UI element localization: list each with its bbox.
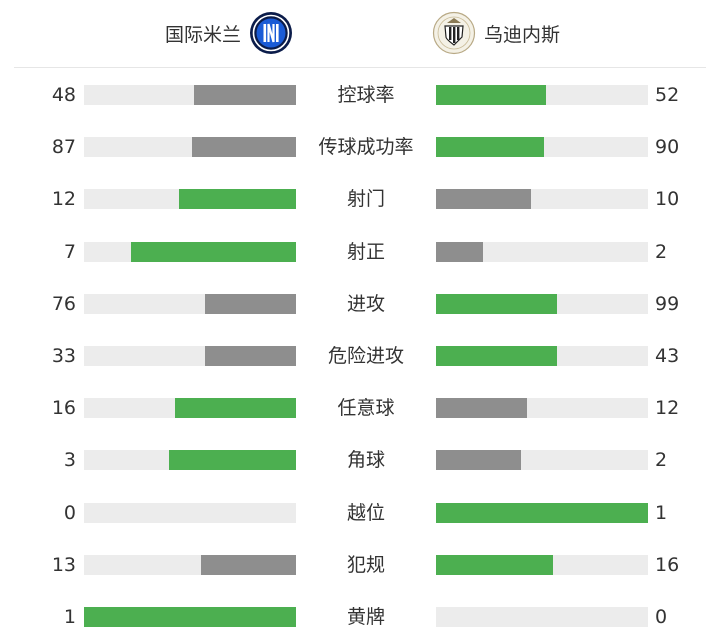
home-stat-value: 76 <box>51 292 76 315</box>
away-stat-value: 0 <box>655 605 668 628</box>
stat-row: 3 角球 2 <box>0 434 720 486</box>
away-stat-bar <box>436 189 648 210</box>
stat-label: 射正 <box>346 240 385 263</box>
header-divider <box>14 67 706 68</box>
away-stat-bar-fill <box>436 554 553 575</box>
home-stat-value: 87 <box>51 136 76 159</box>
stat-label: 控球率 <box>337 84 395 106</box>
away-stat-bar <box>436 398 648 419</box>
home-stat-value: 7 <box>63 240 76 263</box>
home-stat-bar <box>84 606 296 627</box>
stat-label: 传球成功率 <box>318 136 414 159</box>
home-stat-value: 12 <box>51 188 76 211</box>
away-stat-bar-fill <box>436 502 648 523</box>
away-stat-bar-fill <box>436 85 547 105</box>
stat-row: 33 危险进攻 43 <box>0 330 720 382</box>
stat-label: 越位 <box>346 501 385 524</box>
home-stat-bar <box>84 450 296 471</box>
away-stat-bar <box>436 85 648 105</box>
home-stat-bar <box>84 345 296 366</box>
away-stat-bar <box>436 293 648 314</box>
home-stat-value: 33 <box>51 344 76 367</box>
home-stat-bar-fill <box>84 606 296 627</box>
away-stat-bar-fill <box>436 345 557 366</box>
home-stat-value: 0 <box>63 501 76 524</box>
stat-label: 任意球 <box>337 397 395 420</box>
home-stat-bar <box>84 293 296 314</box>
away-stat-bar <box>436 502 648 523</box>
home-stat-bar-fill <box>130 241 296 262</box>
home-team-name: 国际米兰 <box>165 23 242 46</box>
home-stat-value: 1 <box>63 605 76 628</box>
away-stat-bar-fill <box>436 450 521 471</box>
stat-row: 87 传球成功率 90 <box>0 121 720 173</box>
away-stat-value: 43 <box>655 344 680 367</box>
home-stat-bar <box>84 554 296 575</box>
away-stat-value: 99 <box>655 292 680 315</box>
away-stat-bar-fill <box>436 241 483 262</box>
away-stat-value: 2 <box>655 240 668 263</box>
away-stat-bar-fill <box>436 189 532 210</box>
away-stat-bar <box>436 137 648 158</box>
home-stat-bar-fill <box>179 189 296 210</box>
home-stat-value: 16 <box>51 397 76 420</box>
away-team[interactable]: 乌迪内斯 <box>432 10 560 56</box>
stat-row: 76 进攻 99 <box>0 278 720 330</box>
home-stat-bar <box>84 502 296 523</box>
away-stat-value: 16 <box>655 553 680 576</box>
home-stat-bar <box>84 85 296 105</box>
stat-label: 黄牌 <box>346 605 385 628</box>
away-stat-bar <box>436 345 648 366</box>
stat-label: 进攻 <box>346 292 385 315</box>
away-stat-value: 2 <box>655 449 668 472</box>
away-stat-bar-fill <box>436 137 545 158</box>
away-stat-value: 10 <box>655 188 680 211</box>
stat-label: 危险进攻 <box>327 344 404 367</box>
home-stat-bar <box>84 137 296 158</box>
away-stat-value: 90 <box>655 136 680 159</box>
stat-label: 射门 <box>346 188 385 211</box>
stat-row: 12 射门 10 <box>0 173 720 225</box>
stat-row: 13 犯规 16 <box>0 539 720 591</box>
home-stat-value: 48 <box>51 84 76 106</box>
stat-row: 48 控球率 52 <box>0 69 720 121</box>
home-team[interactable]: 国际米兰 <box>165 10 293 56</box>
udinese-crest-icon <box>432 11 476 55</box>
stat-label: 犯规 <box>346 553 385 576</box>
away-team-name: 乌迪内斯 <box>484 23 561 46</box>
inter-crest-icon <box>250 12 293 54</box>
home-stat-bar <box>84 189 296 210</box>
match-header: 国际米兰 乌迪内斯 <box>0 0 720 68</box>
away-stat-bar-fill <box>436 398 528 419</box>
home-stat-bar-fill <box>200 554 296 575</box>
home-stat-bar-fill <box>192 137 296 158</box>
home-stat-bar <box>84 398 296 419</box>
home-stat-bar-fill <box>204 345 296 366</box>
home-stat-bar-fill <box>194 85 296 105</box>
away-stat-bar <box>436 450 648 471</box>
away-stat-bar <box>436 554 648 575</box>
home-stat-bar <box>84 241 296 262</box>
stat-label: 角球 <box>346 449 385 472</box>
home-stat-bar-fill <box>204 293 296 314</box>
away-stat-value: 1 <box>655 501 668 524</box>
home-stat-value: 3 <box>63 449 76 472</box>
stat-row: 1 黄牌 0 <box>0 591 720 643</box>
home-stat-bar-fill <box>168 450 296 471</box>
stats-table: 48 控球率 52 87 传球成功率 90 12 射门 10 7 射正 2 76 进攻 99 33 危险进攻 43… <box>0 69 720 643</box>
away-stat-bar <box>436 241 648 262</box>
home-stat-value: 13 <box>51 553 76 576</box>
away-stat-value: 52 <box>655 84 680 106</box>
stat-row: 7 射正 2 <box>0 226 720 278</box>
away-stat-bar <box>436 606 648 627</box>
away-stat-value: 12 <box>655 397 680 420</box>
away-stat-bar-fill <box>436 293 557 314</box>
stat-row: 0 越位 1 <box>0 487 720 539</box>
home-stat-bar-fill <box>175 398 296 419</box>
stat-row: 16 任意球 12 <box>0 382 720 434</box>
